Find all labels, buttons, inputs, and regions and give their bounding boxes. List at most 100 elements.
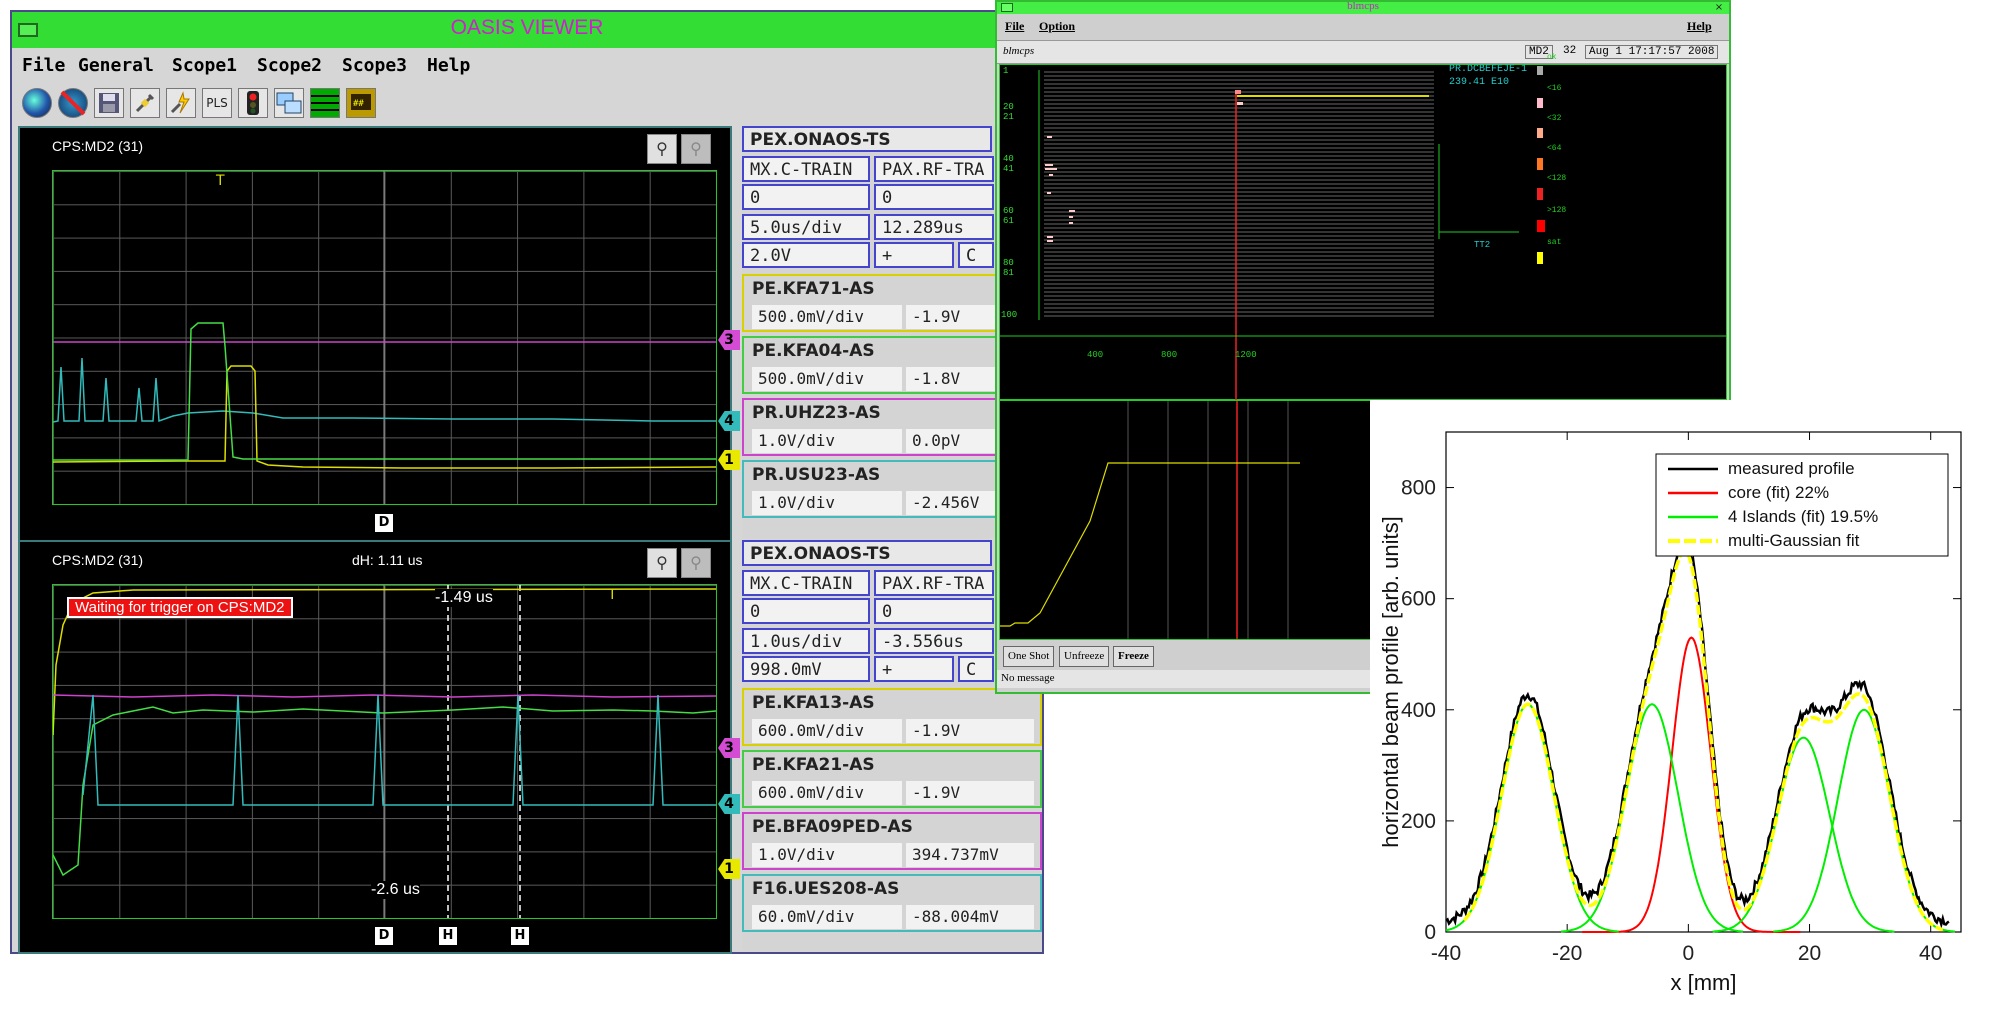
unfreeze-button[interactable]: Unfreeze xyxy=(1059,646,1110,667)
blm-loss-display[interactable]: 1 20 21 40 41 60 61 80 81 100 PR.DCBEFEJ… xyxy=(999,53,1727,400)
menu-scope2[interactable]: Scope2 xyxy=(257,55,323,76)
channel-offset[interactable]: 394.737mV xyxy=(906,843,1034,867)
scope2-slope[interactable]: + xyxy=(874,656,954,682)
channel-scale[interactable]: 1.0V/div xyxy=(752,429,902,453)
scope2-row2-b[interactable]: 0 xyxy=(874,598,994,624)
plug-icon[interactable] xyxy=(130,88,160,118)
channel-offset[interactable]: -1.9V xyxy=(906,781,1034,805)
menu-scope1[interactable]: Scope1 xyxy=(172,55,238,76)
scope2-channel-2[interactable]: PE.KFA21-AS 600.0mV/div -1.9V xyxy=(742,750,1042,808)
blm-menu-option[interactable]: Option xyxy=(1039,19,1076,33)
close-icon[interactable]: × xyxy=(1714,2,1724,13)
blm-menu-help[interactable]: Help xyxy=(1687,19,1712,33)
blm-machine: MD2 xyxy=(1525,45,1553,59)
no-globe-icon[interactable] xyxy=(58,88,88,118)
lines-icon[interactable] xyxy=(310,88,340,118)
channel-scale[interactable]: 1.0V/div xyxy=(752,491,902,515)
blm-timestamp: Aug 1 17:17:57 2008 xyxy=(1585,45,1719,59)
scope2-h-marker-1[interactable]: H xyxy=(438,926,458,946)
scope2-header[interactable]: PEX.ONAOS-TS xyxy=(742,540,992,566)
channel-offset[interactable]: -1.9V xyxy=(906,719,1034,743)
blm-window-menu-button[interactable] xyxy=(1001,3,1013,12)
scope1-traces: T xyxy=(53,171,716,504)
scope1-row2-b[interactable]: 0 xyxy=(874,184,994,210)
channel-scale[interactable]: 600.0mV/div xyxy=(752,781,902,805)
channel-scale[interactable]: 500.0mV/div xyxy=(752,305,902,329)
scope1-channel-4[interactable]: PR.USU23-AS 1.0V/div -2.456V xyxy=(742,460,1042,518)
zoom-out-icon[interactable]: ⚲ xyxy=(681,548,711,578)
scope2-marker-1[interactable]: 1 xyxy=(718,859,740,879)
channel-scale[interactable]: 500.0mV/div xyxy=(752,367,902,391)
globe-icon[interactable] xyxy=(22,88,52,118)
channel-offset[interactable]: -88.004mV xyxy=(906,905,1034,929)
traffic-light-icon[interactable] xyxy=(238,88,268,118)
channel-name: PE.KFA21-AS xyxy=(752,755,875,775)
save-icon[interactable] xyxy=(94,88,124,118)
pls-button[interactable]: PLS xyxy=(202,88,232,118)
scope1-row1-b[interactable]: PAX.RF-TRA xyxy=(874,156,994,182)
channel-name: F16.UES208-AS xyxy=(752,879,900,899)
scope1-row1-a[interactable]: MX.C-TRAIN xyxy=(742,156,870,182)
scope1-header[interactable]: PEX.ONAOS-TS xyxy=(742,126,992,152)
series-island-fit xyxy=(1712,736,1895,933)
scope1-delay-marker[interactable]: D xyxy=(374,513,394,533)
scope2-channel-1[interactable]: PE.KFA13-AS 600.0mV/div -1.9V xyxy=(742,688,1042,746)
blm-user-count: 32 xyxy=(1563,45,1577,57)
scope1-slope[interactable]: + xyxy=(874,242,954,268)
x-axis-label: x [mm] xyxy=(1671,970,1737,995)
one-shot-button[interactable]: One Shot xyxy=(1003,646,1055,667)
scope2-channel-3[interactable]: PE.BFA09PED-AS 1.0V/div 394.737mV xyxy=(742,812,1042,870)
windows-icon[interactable] xyxy=(274,88,304,118)
window-menu-button[interactable] xyxy=(18,23,38,37)
freeze-button[interactable]: Freeze xyxy=(1113,646,1154,667)
zoom-out-icon[interactable]: ⚲ xyxy=(681,134,711,164)
scope2-timebase[interactable]: 1.0us/div xyxy=(742,628,870,654)
scope2-settings-panel: PEX.ONAOS-TS MX.C-TRAIN PAX.RF-TRA 0 0 1… xyxy=(742,540,1042,950)
scope1-marker-1[interactable]: 1 xyxy=(718,450,740,470)
blm-menu-file[interactable]: File xyxy=(1005,19,1025,33)
channel-scale[interactable]: 60.0mV/div xyxy=(752,905,902,929)
menu-help[interactable]: Help xyxy=(427,55,471,76)
blm-intensity-trace xyxy=(1000,401,1300,639)
scope2-display[interactable]: CPS:MD2 (31) dH: 1.11 us ⚲ ⚲ T Waiting f… xyxy=(18,540,740,954)
scope2-marker-3[interactable]: 3 xyxy=(718,738,740,758)
blm-x-tick-1200: 1200 xyxy=(1235,350,1257,360)
display-icon[interactable]: ## xyxy=(346,88,376,118)
scope2-h-marker-2[interactable]: H xyxy=(510,926,530,946)
scope2-row2-a[interactable]: 0 xyxy=(742,598,870,624)
blm-legend-ok: ok xyxy=(1547,53,1557,62)
scope1-display[interactable]: CPS:MD2 (31) ⚲ ⚲ T 3 4 1 D xyxy=(18,126,740,542)
series-multi-gaussian-fit xyxy=(1462,549,1944,932)
scope1-trigger-level[interactable]: 2.0V xyxy=(742,242,870,268)
menu-scope3[interactable]: Scope3 xyxy=(342,55,408,76)
scope2-delay-marker[interactable]: D xyxy=(374,926,394,946)
blm-legend-32: <32 xyxy=(1547,114,1562,123)
scope2-marker-4[interactable]: 4 xyxy=(718,794,740,814)
svg-text:##: ## xyxy=(353,99,364,109)
menu-file[interactable]: File xyxy=(22,55,66,76)
channel-scale[interactable]: 600.0mV/div xyxy=(752,719,902,743)
scope2-coupling[interactable]: C xyxy=(958,656,994,682)
window-title: OASIS VIEWER xyxy=(450,16,604,39)
zoom-in-icon[interactable]: ⚲ xyxy=(647,134,677,164)
scope1-coupling[interactable]: C xyxy=(958,242,994,268)
scope2-delay[interactable]: -3.556us xyxy=(874,628,994,654)
blm-legend-16: <16 xyxy=(1547,84,1562,93)
scope1-delay[interactable]: 12.289us xyxy=(874,214,994,240)
menu-general[interactable]: General xyxy=(78,55,154,76)
channel-scale[interactable]: 1.0V/div xyxy=(752,843,902,867)
scope2-channel-4[interactable]: F16.UES208-AS 60.0mV/div -88.004mV xyxy=(742,874,1042,932)
scope1-row2-a[interactable]: 0 xyxy=(742,184,870,210)
plug-flash-icon[interactable] xyxy=(166,88,196,118)
scope1-marker-3[interactable]: 3 xyxy=(718,330,740,350)
blm-button-bar: One Shot Unfreeze Freeze xyxy=(997,642,1729,668)
scope2-row1-a[interactable]: MX.C-TRAIN xyxy=(742,570,870,596)
scope2-trigger-level[interactable]: 998.0mV xyxy=(742,656,870,682)
blm-info-line-2: 239.41 E10 xyxy=(1449,77,1510,88)
scope1-timebase[interactable]: 5.0us/div xyxy=(742,214,870,240)
scope2-row1-b[interactable]: PAX.RF-TRA xyxy=(874,570,994,596)
scope1-marker-4[interactable]: 4 xyxy=(718,411,740,431)
scope1-channel-1[interactable]: PE.KFA71-AS 500.0mV/div -1.9V xyxy=(742,274,1042,332)
zoom-in-icon[interactable]: ⚲ xyxy=(647,548,677,578)
